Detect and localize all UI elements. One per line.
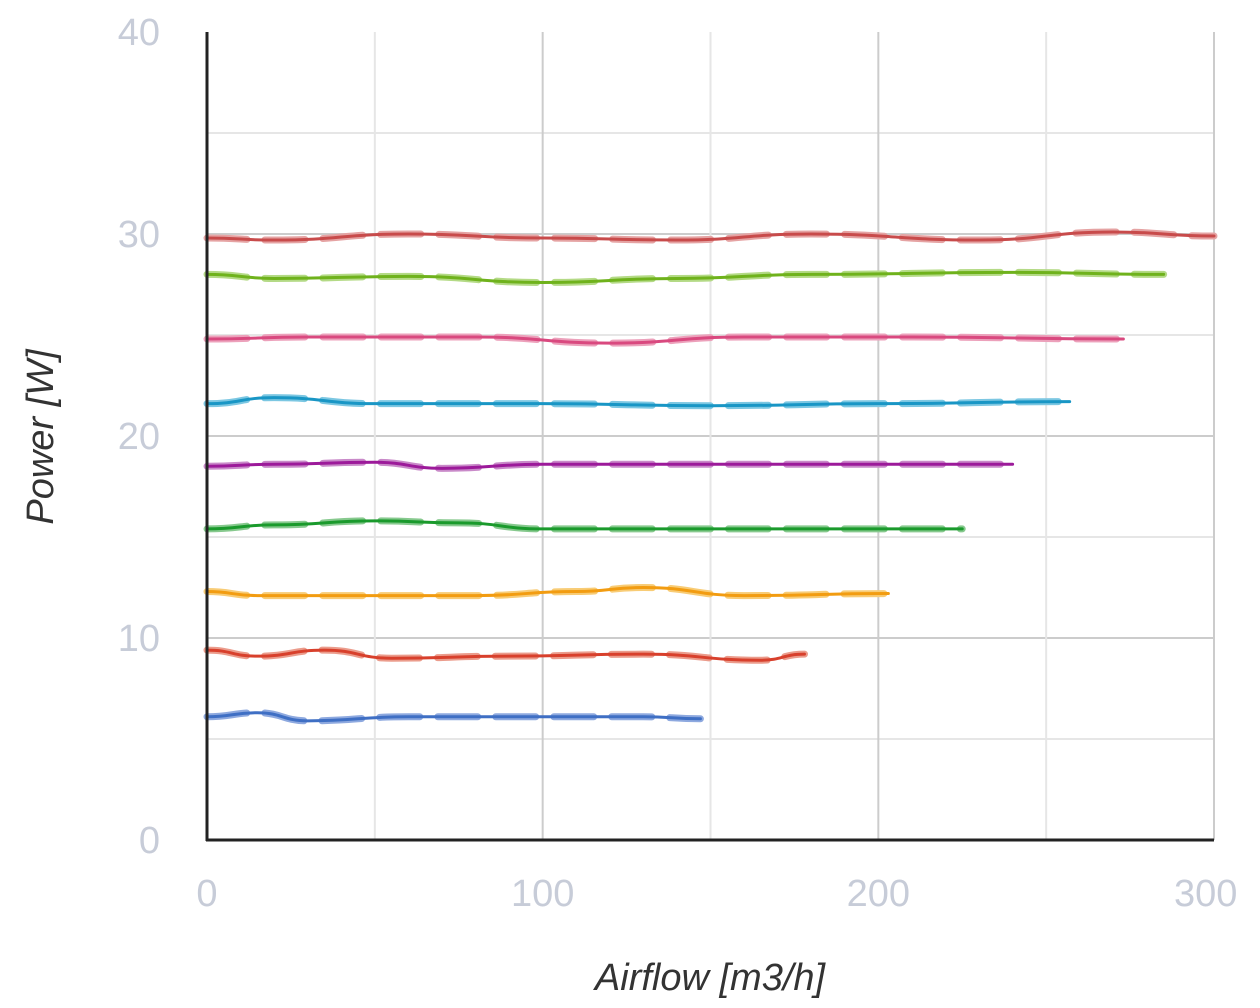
x-tick-label: 300 [1174,873,1237,915]
y-tick-label: 30 [118,214,160,256]
series-line [205,396,1072,408]
series-line [205,585,890,598]
series-layer [203,228,1218,725]
series-1 [203,709,704,725]
series-line [205,711,702,723]
axes [205,32,1214,842]
series-5 [203,458,1017,472]
series-7 [203,333,1127,347]
x-axis-title: Airflow [m3/h] [593,957,827,999]
series-9 [203,228,1218,244]
y-tick-label: 20 [118,416,160,458]
series-line [205,335,1125,345]
y-axis-title: Power [W] [20,348,62,525]
series-line [205,230,1216,242]
series-3 [203,583,892,600]
series-6 [203,394,1074,410]
series-line [205,648,806,662]
series-line [205,519,964,531]
series-line [205,270,1166,284]
series-8 [203,268,1168,286]
x-tick-label: 100 [511,873,574,915]
y-tick-label: 0 [139,820,160,862]
series-2 [203,646,808,664]
y-tick-label: 10 [118,618,160,660]
series-4 [203,517,966,533]
series-line [205,460,1015,470]
x-tick-label: 0 [196,873,217,915]
x-tick-label: 200 [847,873,910,915]
tick-labels: 0 10 20 30 40 0 100 200 300 [118,12,1238,915]
y-tick-label: 40 [118,12,160,54]
